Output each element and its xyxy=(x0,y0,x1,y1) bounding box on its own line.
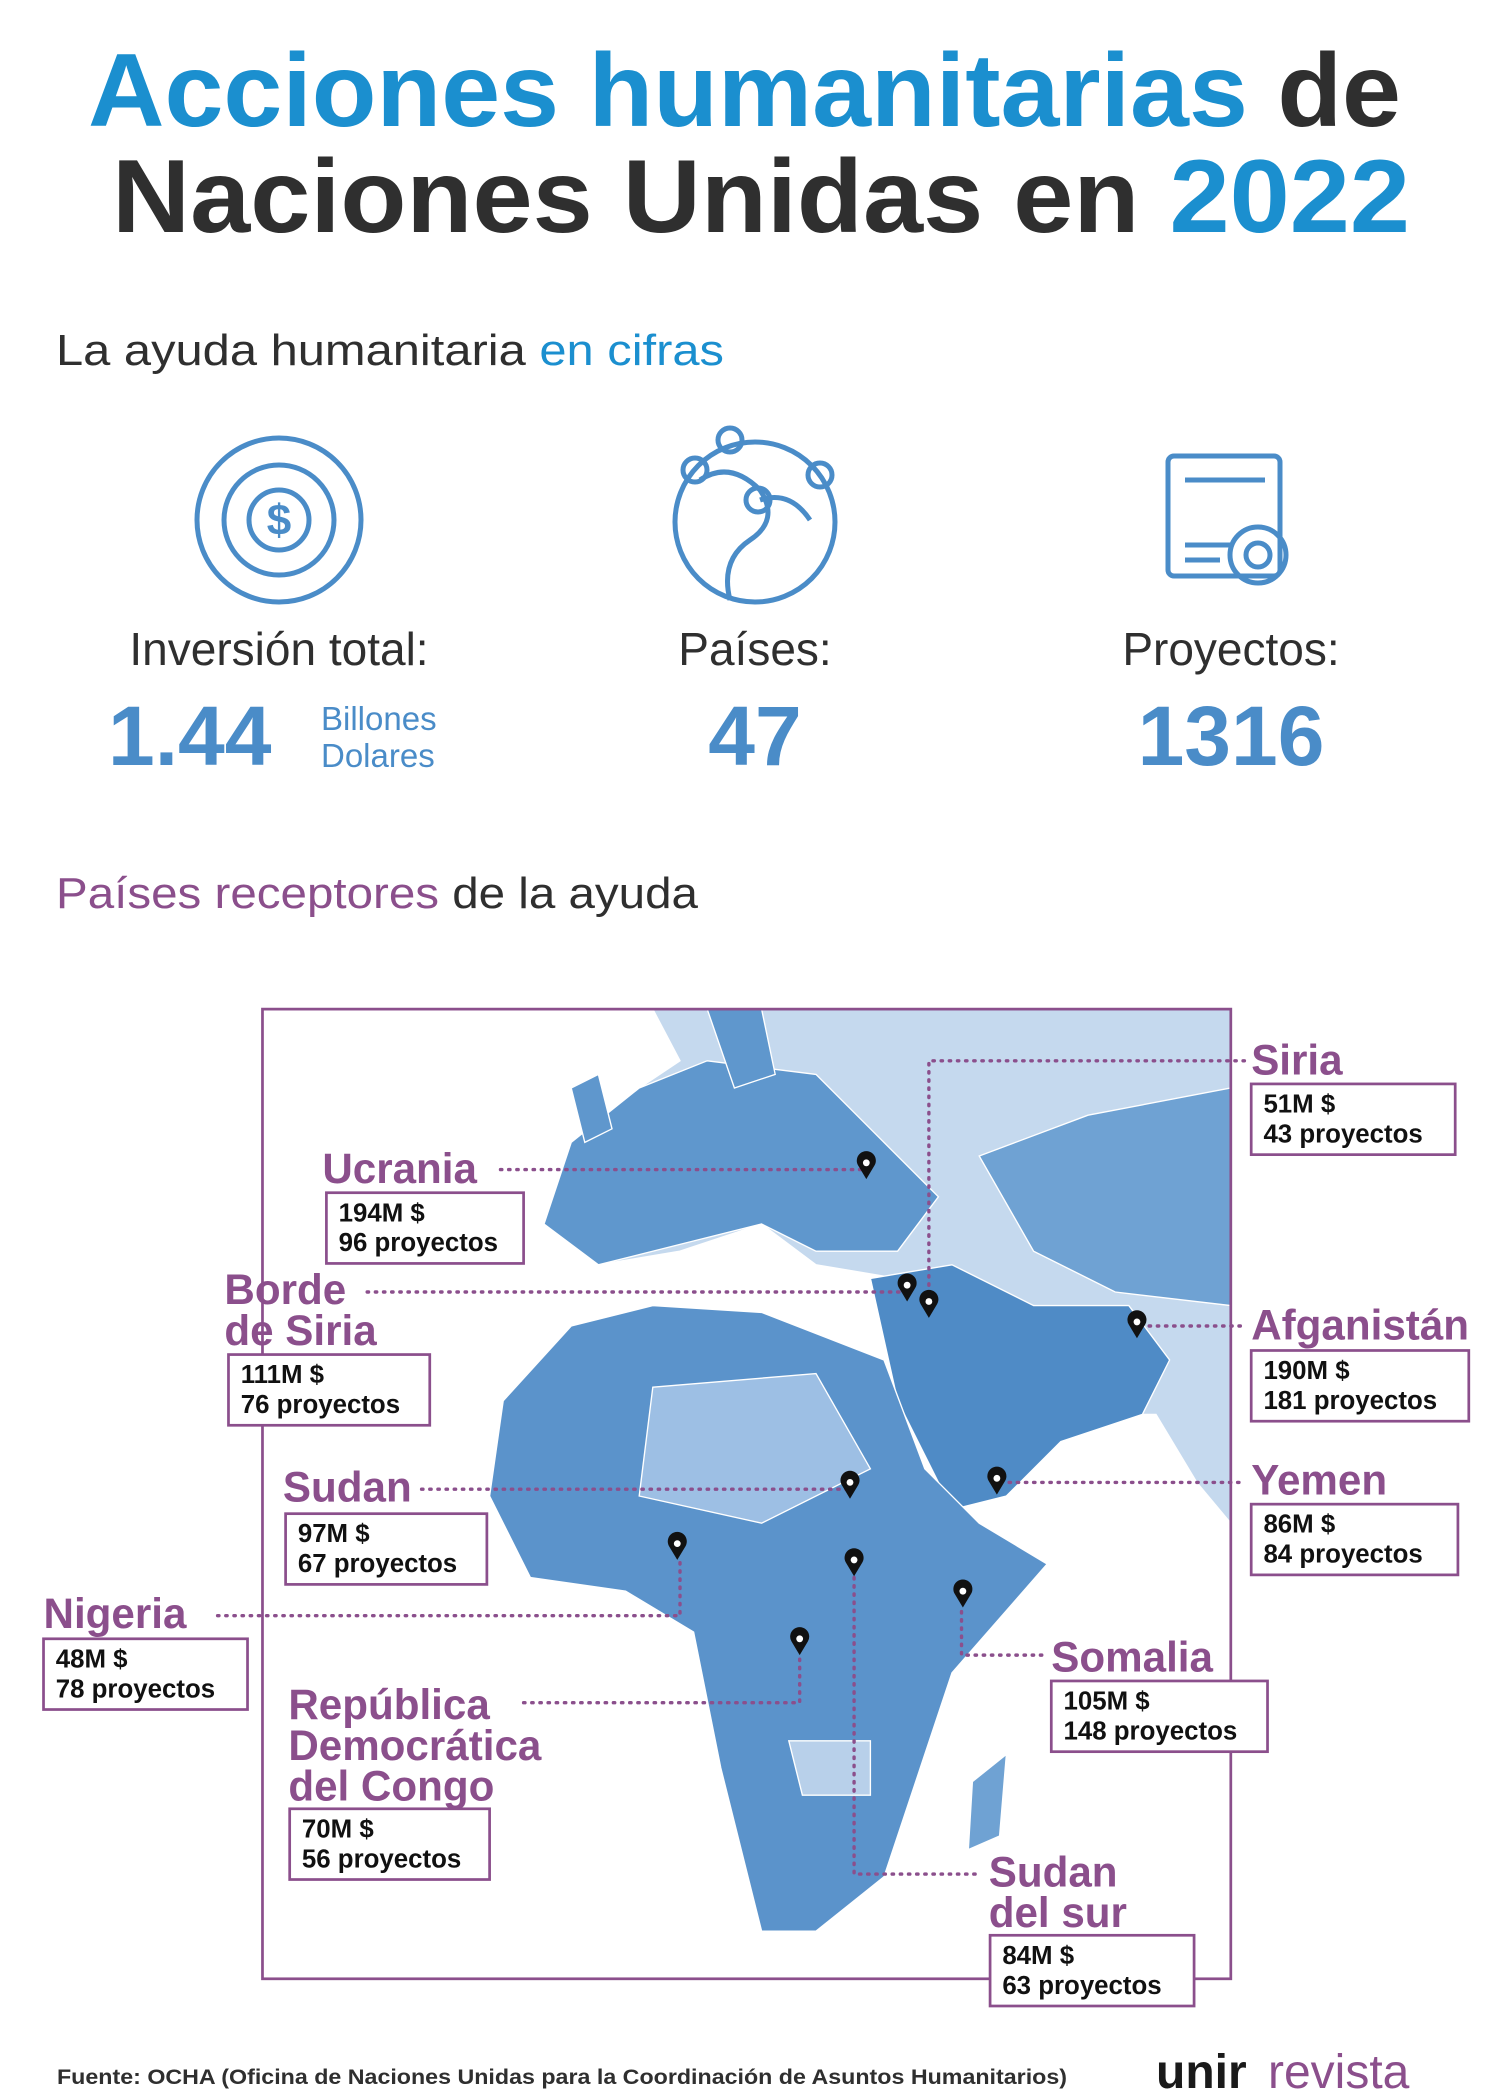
region-light xyxy=(787,1740,872,1796)
map-pin-dot xyxy=(925,1298,933,1305)
country-projects: 78 proyectos xyxy=(56,1675,215,1703)
title-highlight: Acciones humanitarias xyxy=(88,33,1248,149)
map-pin-dot xyxy=(1133,1318,1141,1326)
map-frame xyxy=(261,1007,1233,1981)
country-projects: 181 proyectos xyxy=(1263,1387,1437,1415)
country-amount: 51M $ xyxy=(1263,1090,1335,1118)
country-name: Afganistán xyxy=(1251,1302,1469,1349)
country-amount: 84M $ xyxy=(1002,1942,1074,1970)
map-pin-dot xyxy=(796,1635,804,1643)
landmass-middle-east xyxy=(869,1264,1171,1511)
leader-line xyxy=(215,1559,682,1618)
title-rest: de xyxy=(1277,33,1401,149)
map-pin-dot xyxy=(993,1474,1001,1482)
source: Fuente: OCHA (Oficina de Naciones Unidas… xyxy=(57,2066,1067,2089)
logo-bold: unir xyxy=(1156,2046,1247,2099)
figure-label: Inversión total: xyxy=(129,623,428,675)
country-name: Somalia xyxy=(1051,1633,1213,1680)
country-box xyxy=(42,1637,249,1711)
map-pin-dot xyxy=(862,1159,870,1167)
country-amount: 105M $ xyxy=(1064,1688,1150,1716)
landmass-africa xyxy=(488,1304,1049,1932)
country-amount: 70M $ xyxy=(302,1815,374,1843)
landmass-madagascar xyxy=(967,1752,1008,1851)
figure-value: 1.44 xyxy=(108,689,272,783)
country-projects: 56 proyectos xyxy=(302,1845,461,1873)
country-name: Siria xyxy=(1251,1036,1343,1083)
country-box xyxy=(227,1353,432,1427)
country-box xyxy=(288,1807,491,1881)
title-year: 2022 xyxy=(1169,139,1410,255)
country-name: Ucrania xyxy=(322,1145,477,1192)
figure-label: Proyectos: xyxy=(1122,623,1339,675)
icon-globe xyxy=(672,425,838,605)
map-heading-text: de la ayuda xyxy=(452,869,698,918)
country-box xyxy=(325,1191,525,1265)
country-name: Borde xyxy=(224,1266,346,1313)
heading-highlight: en cifras xyxy=(539,326,724,375)
map-heading: Países receptores de la ayuda xyxy=(56,869,699,918)
country-box xyxy=(1049,1679,1269,1754)
country-amount: 194M $ xyxy=(339,1199,425,1227)
country-name: Sudan xyxy=(283,1463,412,1510)
figure-unit: Billones xyxy=(321,700,437,737)
map: Siria 51M $43 proyectos Ucrania 194M $96 pr… xyxy=(42,1007,1471,2008)
country-projects: 43 proyectos xyxy=(1263,1120,1422,1148)
leader-line xyxy=(852,1575,981,1876)
country-amount: 190M $ xyxy=(1263,1357,1349,1385)
map-pin-dot xyxy=(959,1587,967,1595)
title-line-2-text: Naciones Unidas en xyxy=(112,139,1139,255)
country-box xyxy=(1249,1082,1457,1157)
country-box xyxy=(988,1933,1196,2008)
country-projects: 67 proyectos xyxy=(298,1550,457,1578)
country-projects: 76 proyectos xyxy=(241,1391,400,1419)
map-pin-dot xyxy=(903,1281,911,1289)
map-pin-dot xyxy=(850,1556,858,1564)
country-amount: 48M $ xyxy=(56,1645,128,1673)
country-projects: 96 proyectos xyxy=(339,1229,498,1257)
country-projects: 84 proyectos xyxy=(1263,1541,1422,1569)
country-projects: 148 proyectos xyxy=(1064,1717,1238,1745)
logo-text: revista xyxy=(1268,2046,1410,2099)
country-box xyxy=(1249,1349,1471,1423)
map-heading-highlight: Países receptores xyxy=(56,869,439,918)
country-name: Democrática xyxy=(288,1722,542,1769)
leader-line xyxy=(521,1654,802,1705)
leader-line xyxy=(927,1059,1247,1294)
country-amount: 86M $ xyxy=(1263,1511,1335,1539)
heading-text: La ayuda humanitaria xyxy=(56,326,526,375)
landmass-europe xyxy=(543,1060,940,1266)
country-amount: 111M $ xyxy=(241,1361,324,1389)
figures-heading: La ayuda humanitaria en cifras xyxy=(56,326,724,375)
country-name: del sur xyxy=(989,1889,1127,1936)
icon-projects xyxy=(1165,453,1289,586)
country-projects: 63 proyectos xyxy=(1002,1972,1161,2000)
country-name: de Siria xyxy=(224,1307,377,1354)
leader-line xyxy=(959,1609,1049,1657)
country-name: Nigeria xyxy=(44,1590,187,1637)
country-amount: 97M $ xyxy=(298,1520,370,1548)
figure-label: Países: xyxy=(678,623,831,675)
landmass-uk xyxy=(570,1073,613,1144)
country-box xyxy=(1249,1502,1460,1577)
country-name: Sudan xyxy=(989,1848,1118,1895)
figure-unit: Dolares xyxy=(321,737,435,774)
map-pin-dot xyxy=(673,1540,681,1547)
country-name: Yemen xyxy=(1251,1457,1387,1504)
figure-value: 47 xyxy=(708,689,801,783)
title-line-1: Acciones humanitarias de xyxy=(88,33,1401,149)
map-pin-dot xyxy=(846,1479,854,1486)
icon-investment: $ xyxy=(194,435,364,605)
title-line-2: Naciones Unidas en 2022 xyxy=(112,139,1410,255)
region-light xyxy=(638,1372,872,1524)
figure-value: 1316 xyxy=(1138,689,1325,783)
country-box xyxy=(284,1512,489,1586)
country-name: del Congo xyxy=(288,1763,494,1810)
svg-text:$: $ xyxy=(267,496,291,545)
country-name: República xyxy=(288,1681,490,1728)
